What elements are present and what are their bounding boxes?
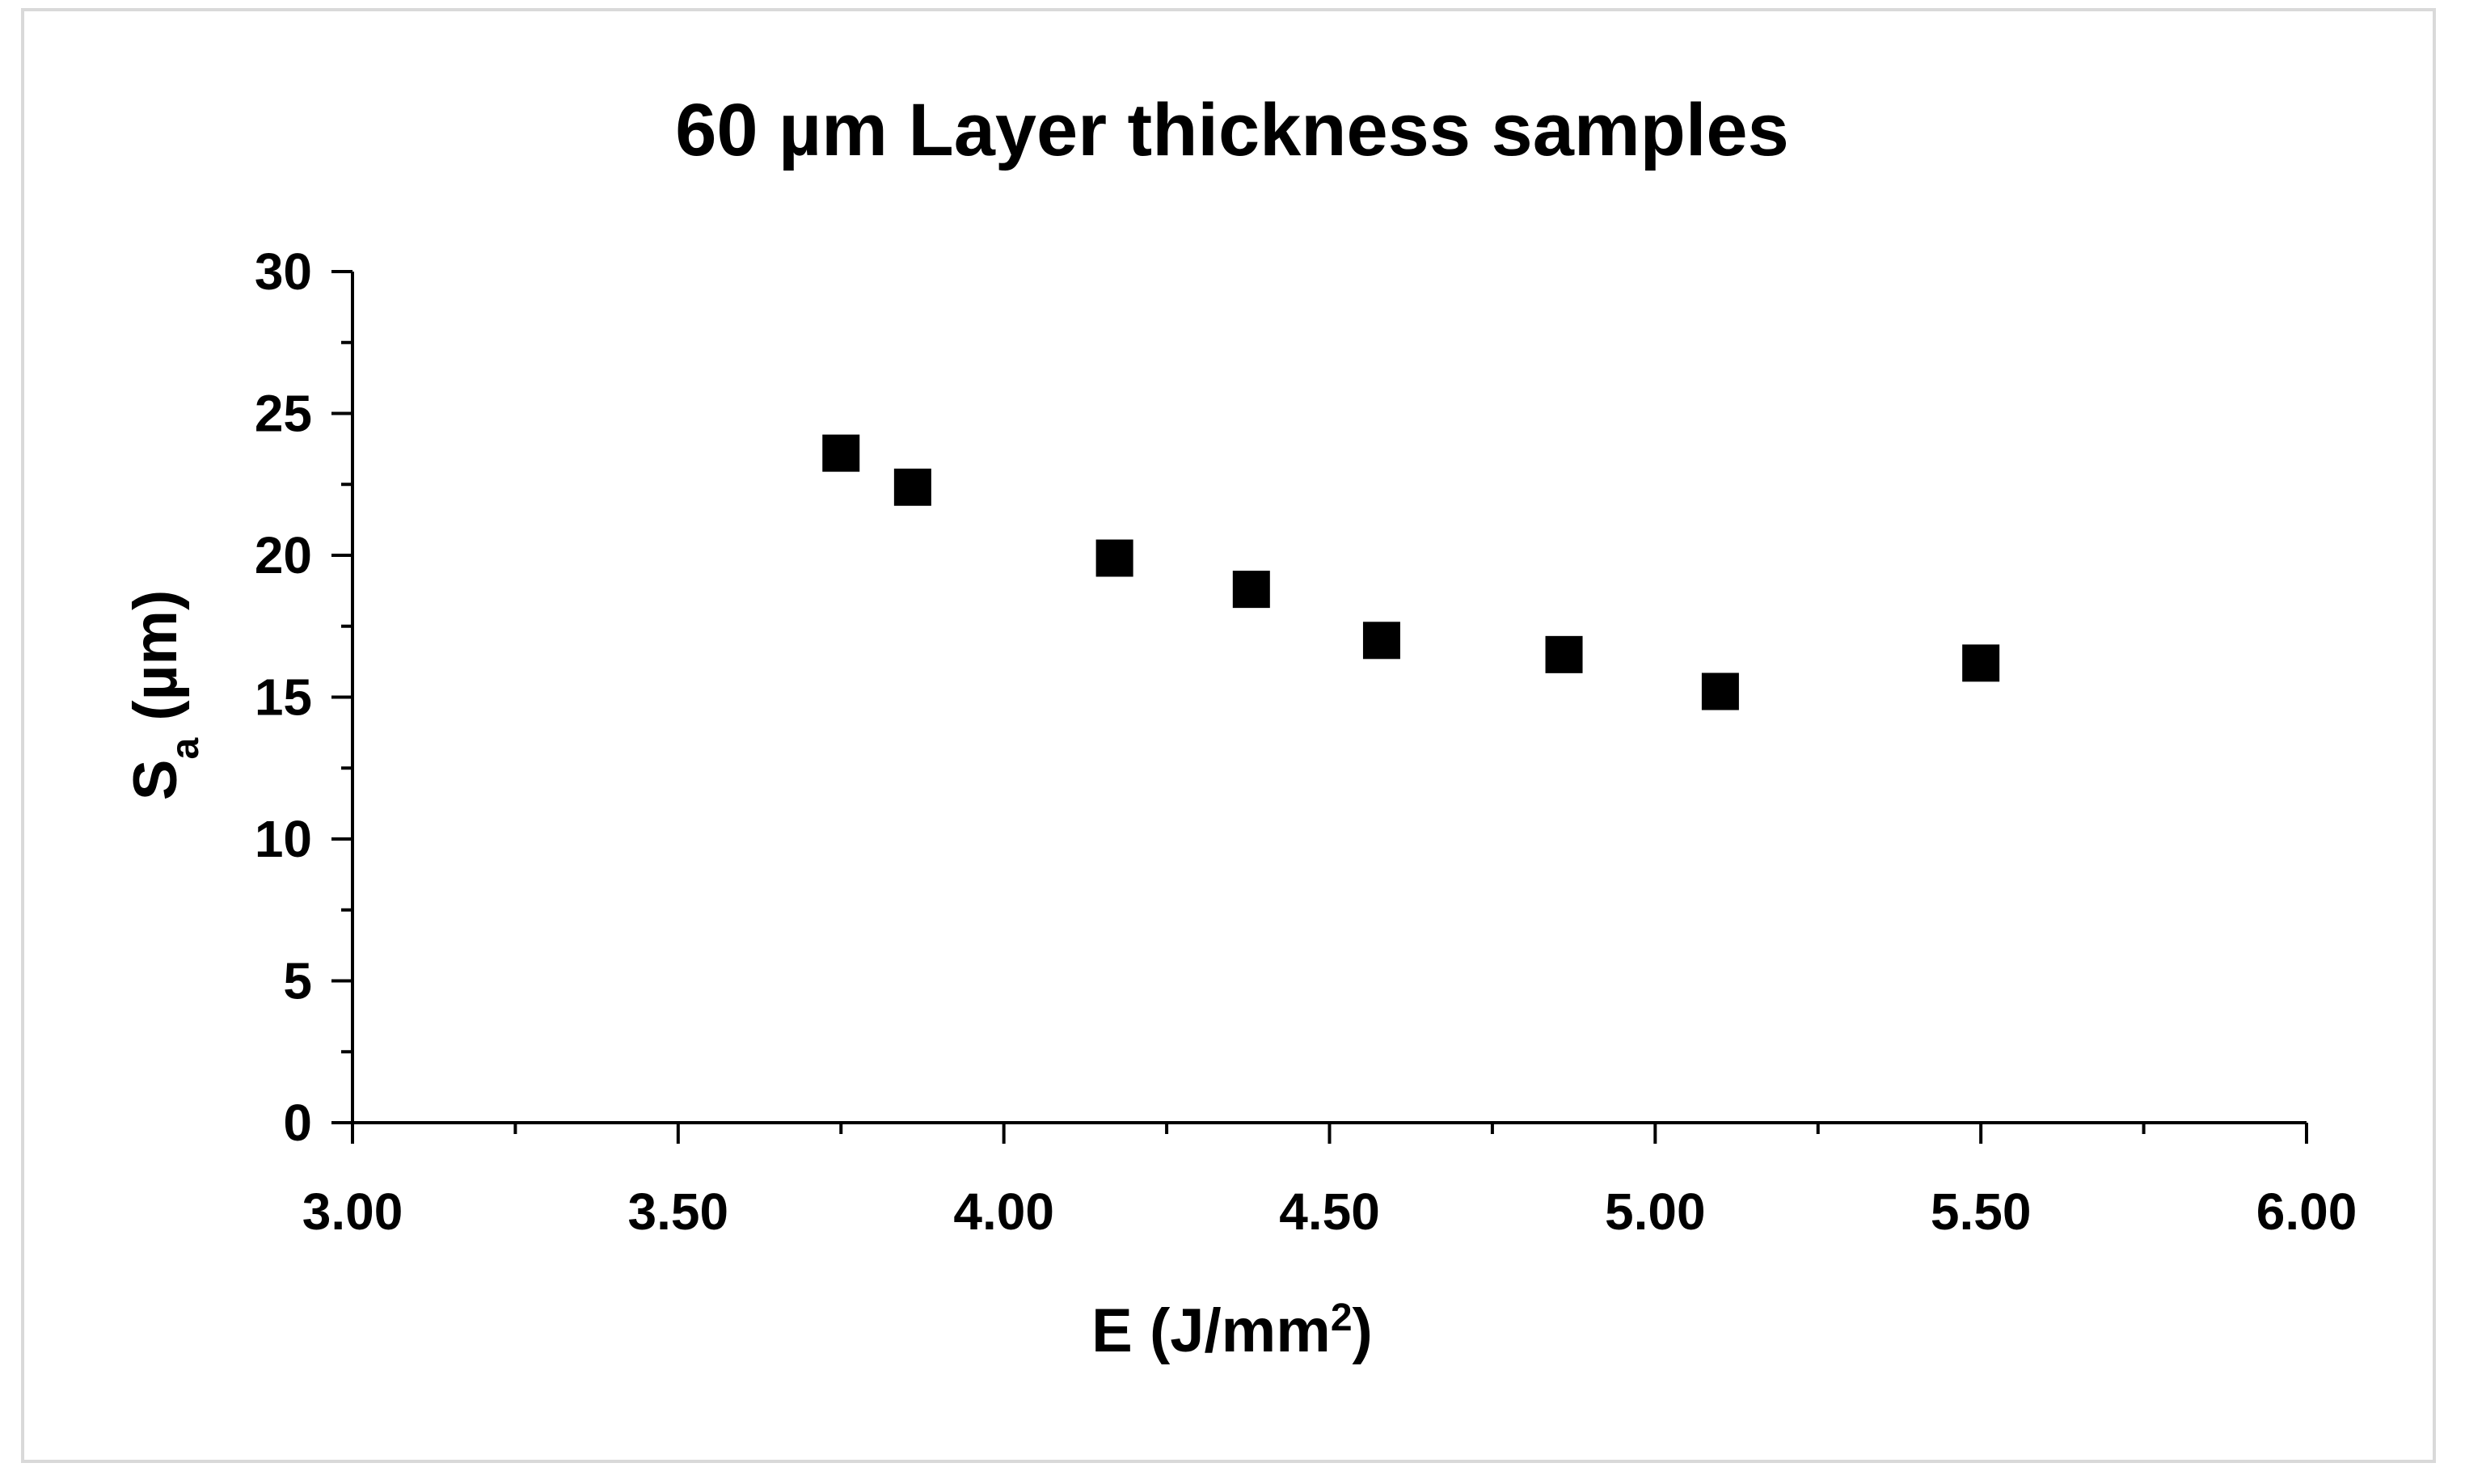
x-tick-label: 5.50 xyxy=(1931,1183,2032,1241)
x-tick-label: 5.00 xyxy=(1605,1183,1706,1241)
y-tick-label: 25 xyxy=(255,385,312,443)
y-axis-title-subscript: a xyxy=(164,738,207,760)
y-tick-label: 15 xyxy=(255,668,312,727)
data-point xyxy=(822,434,860,472)
data-point xyxy=(1701,672,1739,710)
data-point xyxy=(893,468,931,506)
data-point xyxy=(1962,644,2000,682)
axes xyxy=(351,272,2307,1124)
y-tick-label: 5 xyxy=(283,952,312,1010)
data-point xyxy=(1095,539,1133,577)
ticks xyxy=(331,270,2308,1144)
y-tick-label: 10 xyxy=(255,810,312,868)
chart-frame xyxy=(21,8,2436,1463)
y-tick-label: 20 xyxy=(255,526,312,584)
data-points xyxy=(822,434,2000,710)
tick-labels: 0 5 10 15 20 25 30 3.00 3.50 4.00 4.50 5.00 5.50 6.00 xyxy=(255,242,2357,1241)
x-axis-title-superscript: 2 xyxy=(1331,1296,1353,1339)
x-tick-label: 6.00 xyxy=(2256,1183,2357,1241)
y-axis-title-main: S xyxy=(121,760,190,801)
y-tick-label: 30 xyxy=(255,242,312,301)
chart-title: 60 µm Layer thickness samples xyxy=(675,89,1789,171)
x-axis-title-main: E (J/mm xyxy=(1091,1296,1331,1365)
x-axis-title: E (J/mm2) xyxy=(1091,1296,1373,1366)
data-point xyxy=(1362,622,1400,660)
x-tick-label: 4.50 xyxy=(1279,1183,1380,1241)
data-point xyxy=(1232,571,1270,609)
y-tick-label: 0 xyxy=(283,1094,312,1152)
data-point xyxy=(1545,635,1583,673)
x-tick-label: 3.00 xyxy=(302,1183,403,1241)
y-axis-title: Sa (µm) xyxy=(121,590,207,801)
y-axis-title-rest: (µm) xyxy=(121,590,190,738)
x-tick-label: 3.50 xyxy=(628,1183,729,1241)
x-axis-title-close: ) xyxy=(1353,1296,1373,1365)
x-tick-label: 4.00 xyxy=(953,1183,1054,1241)
